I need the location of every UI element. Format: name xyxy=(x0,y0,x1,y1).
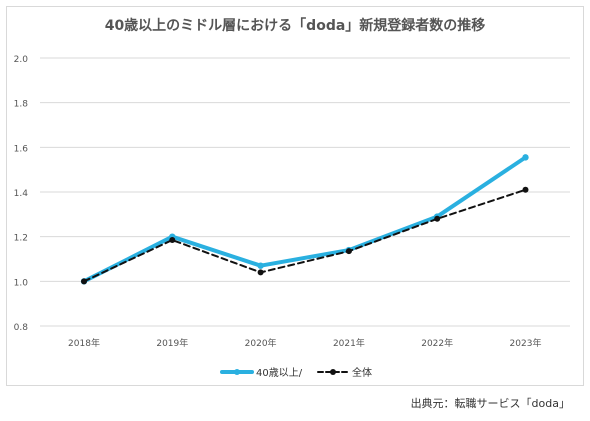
data-point xyxy=(81,278,87,285)
legend-marker xyxy=(234,369,240,375)
y-tick-label: 0.8 xyxy=(14,323,29,333)
x-tick-label: 2021年 xyxy=(333,337,365,349)
legend-label: 全体 xyxy=(352,366,372,379)
data-point xyxy=(169,237,176,244)
data-point xyxy=(522,154,529,161)
data-point xyxy=(522,186,529,193)
series-2 xyxy=(81,186,529,285)
series-line xyxy=(83,188,527,283)
data-point xyxy=(345,248,352,255)
x-tick-label: 2018年 xyxy=(68,337,100,349)
data-point xyxy=(257,269,264,276)
y-tick-label: 1.8 xyxy=(14,100,29,110)
legend-item: 40歳以上/ xyxy=(220,367,303,379)
legend-marker xyxy=(330,369,336,375)
x-axis-ticks: 2018年 2019年 2020年 2021年 2022年 2023年 xyxy=(68,337,541,349)
grid-lines xyxy=(40,57,570,327)
y-axis-ticks: 0.8 1.0 1.2 1.4 1.6 1.8 2.0 xyxy=(14,55,29,333)
chart-frame xyxy=(6,6,584,386)
legend-label: 40歳以上/ xyxy=(256,367,303,379)
chart-title: 40歳以上のミドル層における「doda」新規登録者数の推移 xyxy=(105,17,486,34)
series-lines xyxy=(80,154,529,285)
series-line xyxy=(82,155,528,284)
x-tick-label: 2019年 xyxy=(156,337,188,349)
y-tick-label: 1.0 xyxy=(14,278,29,288)
y-tick-label: 1.4 xyxy=(14,189,29,199)
legend-item: 全体 xyxy=(317,366,372,379)
series-1 xyxy=(80,154,529,285)
x-tick-label: 2023年 xyxy=(510,337,542,349)
source-note: 出典元：転職サービス「doda」 xyxy=(410,397,570,410)
y-tick-label: 1.2 xyxy=(14,234,28,244)
y-tick-label: 2.0 xyxy=(14,55,29,65)
legend: 40歳以上/全体 xyxy=(220,366,372,379)
x-tick-label: 2020年 xyxy=(245,337,277,349)
x-tick-label: 2022年 xyxy=(421,337,453,349)
data-point xyxy=(434,215,441,222)
data-point xyxy=(257,262,264,269)
y-tick-label: 1.6 xyxy=(14,144,29,154)
